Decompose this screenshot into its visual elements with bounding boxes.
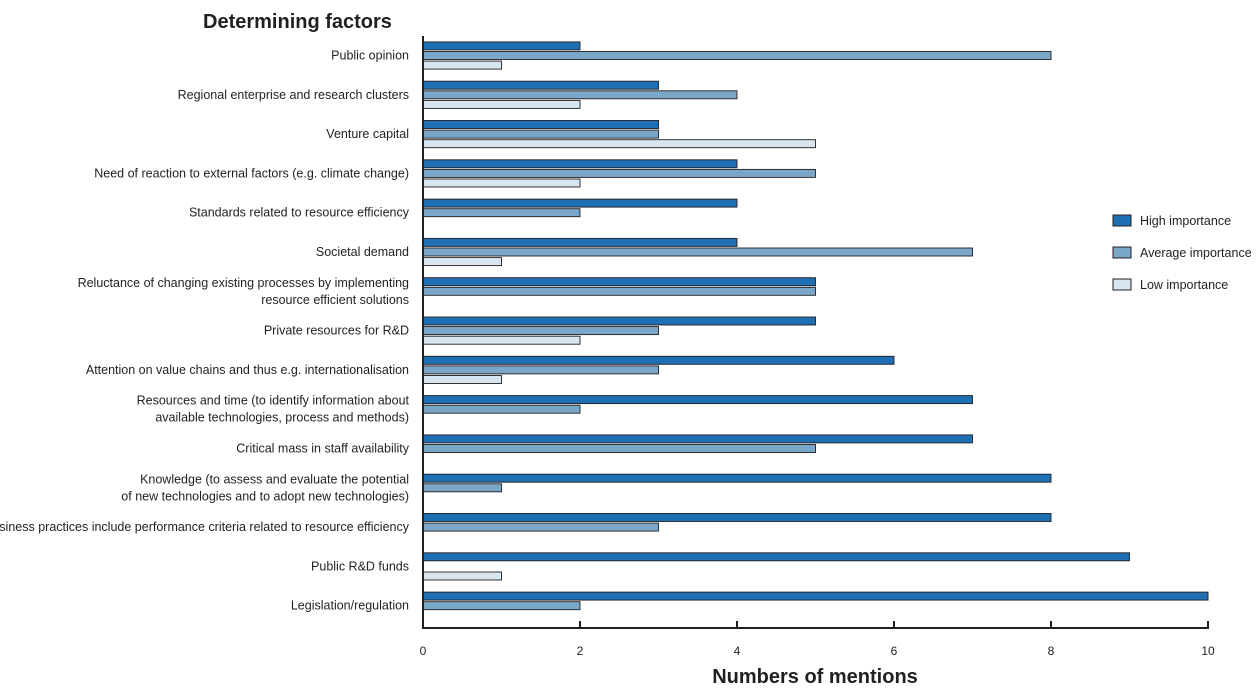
category-label-line: Regional enterprise and research cluster…	[178, 88, 409, 102]
bar-high-importance-8	[422, 355, 895, 365]
x-tick-label-6: 6	[891, 644, 898, 658]
bar-average-importance-6	[422, 286, 816, 296]
x-axis-title: Numbers of mentions	[712, 666, 918, 688]
bar-average-importance-5	[422, 247, 973, 257]
bar-average-importance-1	[422, 90, 738, 100]
legend-swatch-average-importance	[1112, 246, 1132, 259]
bar-average-importance-14	[422, 601, 581, 611]
x-tick-label-2: 2	[577, 644, 584, 658]
bar-high-importance-1	[422, 80, 659, 90]
category-label-line: Societal demand	[316, 245, 409, 259]
category-label-5: Societal demand	[316, 245, 409, 259]
x-tick-label-4: 4	[734, 644, 741, 658]
category-label-0: Public opinion	[331, 49, 409, 63]
category-label-6: Reluctance of changing existing processe…	[78, 276, 409, 307]
legend-swatch-low-importance	[1112, 278, 1132, 291]
category-label-line: Business practices include performance c…	[0, 520, 410, 534]
axes: 0 2 4 6 8 10	[420, 36, 1215, 658]
category-label-line: Private resources for R&D	[264, 324, 409, 338]
category-label-8: Attention on value chains and thus e.g. …	[86, 363, 409, 377]
bar-high-importance-5	[422, 237, 738, 247]
category-label-11: Knowledge (to assess and evaluate the po…	[121, 472, 409, 503]
bar-low-importance-0	[422, 60, 502, 70]
bar-low-importance-3	[422, 178, 581, 188]
category-label-line: Venture capital	[326, 127, 409, 141]
bar-high-importance-6	[422, 277, 816, 287]
bar-low-importance-1	[422, 99, 581, 109]
bar-low-importance-2	[422, 139, 816, 149]
legend-label-high-importance: High importance	[1140, 214, 1231, 228]
category-label-13: Public R&D funds	[311, 559, 409, 573]
bar-high-importance-14	[422, 591, 1209, 601]
bar-high-importance-11	[422, 473, 1052, 483]
x-tick-label-0: 0	[420, 644, 427, 658]
category-label-12: Business practices include performance c…	[0, 520, 410, 534]
y-axis-title: Determining factors	[203, 11, 392, 33]
category-label-line: available technologies, process and meth…	[155, 411, 409, 425]
bar-average-importance-7	[422, 326, 659, 336]
bar-high-importance-10	[422, 434, 973, 444]
category-label-4: Standards related to resource efficiency	[189, 206, 410, 220]
bar-average-importance-3	[422, 168, 816, 178]
category-label-1: Regional enterprise and research cluster…	[178, 88, 409, 102]
category-label-2: Venture capital	[326, 127, 409, 141]
category-label-line: Standards related to resource efficiency	[189, 206, 410, 220]
category-label-9: Resources and time (to identify informat…	[137, 394, 410, 425]
bar-average-importance-0	[422, 51, 1052, 60]
category-label-line: Reluctance of changing existing processe…	[78, 276, 409, 290]
category-label-line: Public opinion	[331, 49, 409, 63]
bar-high-importance-9	[422, 395, 973, 405]
category-label-line: resource efficient solutions	[261, 293, 409, 307]
category-label-line: Attention on value chains and thus e.g. …	[86, 363, 409, 377]
bar-average-importance-9	[422, 404, 581, 414]
bars-group	[422, 41, 1209, 611]
bar-average-importance-8	[422, 365, 659, 375]
category-label-3: Need of reaction to external factors (e.…	[94, 166, 409, 180]
bar-high-importance-2	[422, 120, 659, 129]
legend-swatch-high-importance	[1112, 214, 1132, 227]
category-label-line: Knowledge (to assess and evaluate the po…	[140, 472, 409, 486]
bar-high-importance-3	[422, 159, 738, 169]
category-labels: Public opinion Regional enterprise and re…	[0, 49, 410, 613]
category-label-line: Need of reaction to external factors (e.…	[94, 166, 409, 180]
x-tick-label-10: 10	[1201, 644, 1215, 658]
bar-high-importance-4	[422, 198, 738, 208]
bar-low-importance-5	[422, 257, 502, 267]
category-label-7: Private resources for R&D	[264, 324, 409, 338]
bar-high-importance-0	[422, 41, 581, 51]
bar-low-importance-13	[422, 571, 502, 581]
legend-label-average-importance: Average importance	[1140, 246, 1252, 260]
category-label-10: Critical mass in staff availability	[236, 442, 409, 456]
bar-high-importance-7	[422, 316, 816, 326]
bar-average-importance-10	[422, 444, 816, 453]
x-tick-label-8: 8	[1048, 644, 1055, 658]
category-label-line: Public R&D funds	[311, 559, 409, 573]
bar-low-importance-8	[422, 375, 502, 384]
category-label-line: Legislation/regulation	[291, 599, 409, 613]
category-label-line: of new technologies and to adopt new tec…	[121, 489, 409, 503]
legend: High importance Average importance Low imp…	[1112, 214, 1252, 292]
category-label-14: Legislation/regulation	[291, 599, 409, 613]
bar-average-importance-4	[422, 208, 581, 218]
bar-high-importance-12	[422, 513, 1052, 522]
bar-average-importance-2	[422, 129, 659, 139]
bar-average-importance-12	[422, 522, 659, 532]
category-label-line: Resources and time (to identify informat…	[137, 394, 410, 408]
category-label-line: Critical mass in staff availability	[236, 442, 409, 456]
bar-low-importance-7	[422, 335, 581, 345]
legend-label-low-importance: Low importance	[1140, 278, 1228, 292]
bar-average-importance-11	[422, 483, 502, 493]
bar-high-importance-13	[422, 552, 1130, 562]
